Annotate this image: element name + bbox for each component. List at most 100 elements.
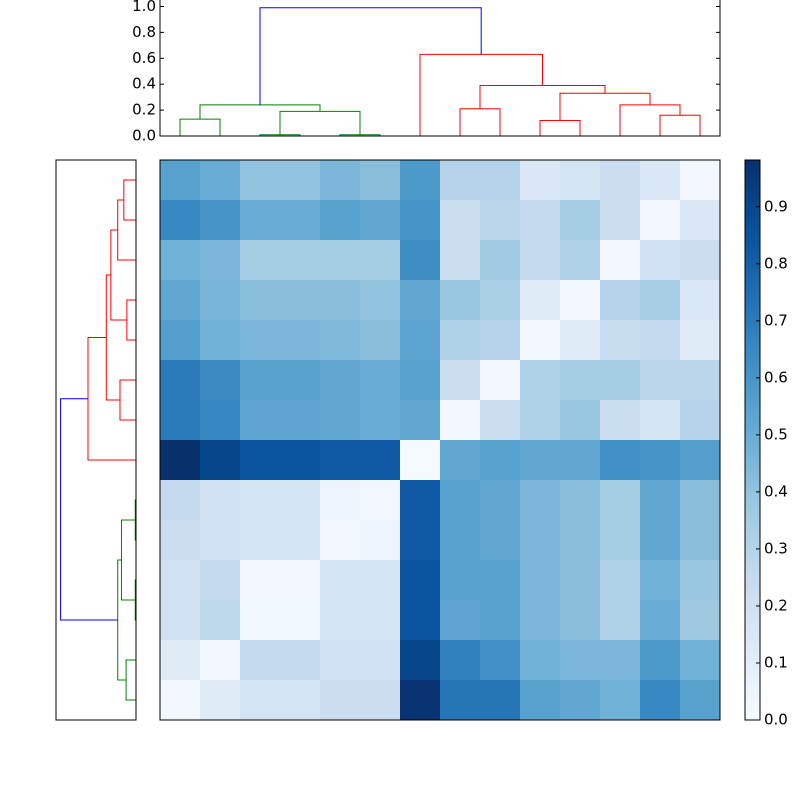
top-dendrogram-link xyxy=(659,114,701,136)
heatmap-cell xyxy=(680,480,721,521)
heatmap-cell xyxy=(520,440,561,481)
heatmap-cell xyxy=(520,280,561,321)
heatmap-cell xyxy=(680,560,721,601)
left-dendrogram-link xyxy=(117,199,136,261)
heatmap-cell xyxy=(520,160,561,201)
heatmap-cell xyxy=(520,480,561,521)
y-tick-label: 0.0 xyxy=(132,127,156,145)
y-tick-label: 0.4 xyxy=(132,75,156,93)
left-dendrogram-link xyxy=(119,379,136,421)
heatmap-cell xyxy=(400,320,441,361)
colorbar-step xyxy=(745,620,760,623)
colorbar-step xyxy=(745,592,760,595)
heatmap-cell xyxy=(560,560,601,601)
colorbar-step xyxy=(745,566,760,569)
left-dendrogram-link xyxy=(110,229,127,321)
heatmap-cell xyxy=(200,520,241,561)
heatmap-cell xyxy=(640,160,681,201)
colorbar-step xyxy=(745,506,760,509)
colorbar-step xyxy=(745,206,760,209)
colorbar-step xyxy=(745,528,760,531)
heatmap-cell xyxy=(640,520,681,561)
heatmap-cell xyxy=(480,520,521,561)
heatmap-cell xyxy=(240,320,281,361)
left-dendrogram-link xyxy=(105,274,120,401)
colorbar-step xyxy=(745,618,760,621)
colorbar-step xyxy=(745,578,760,581)
top-dendrogram-link xyxy=(279,110,361,135)
heatmap-cell xyxy=(480,400,521,441)
heatmap-cell xyxy=(320,560,361,601)
heatmap-cell xyxy=(480,320,521,361)
heatmap-cell xyxy=(280,640,321,681)
heatmap-cell xyxy=(200,320,241,361)
colorbar-step xyxy=(745,246,760,249)
heatmap-cell xyxy=(160,680,201,721)
heatmap-cell xyxy=(200,680,241,721)
heatmap-cell xyxy=(600,240,641,281)
colorbar-step xyxy=(745,672,760,675)
heatmap-cell xyxy=(200,440,241,481)
heatmap-cell xyxy=(640,480,681,521)
colorbar-step xyxy=(745,476,760,479)
heatmap-cell xyxy=(240,360,281,401)
colorbar-step xyxy=(745,500,760,503)
colorbar-step xyxy=(745,716,760,719)
colorbar-step xyxy=(745,166,760,169)
colorbar-step xyxy=(745,598,760,601)
colorbar-step xyxy=(745,180,760,183)
heatmap-cell xyxy=(520,680,561,721)
colorbar-step xyxy=(745,352,760,355)
colorbar-step xyxy=(745,454,760,457)
heatmap-cell xyxy=(360,280,401,321)
heatmap-cell xyxy=(320,440,361,481)
heatmap-cell xyxy=(160,640,201,681)
heatmap-cell xyxy=(200,160,241,201)
colorbar-step xyxy=(745,706,760,709)
heatmap-cell xyxy=(440,400,481,441)
colorbar-step xyxy=(745,220,760,223)
colorbar-tick-label: 0.5 xyxy=(764,425,788,443)
colorbar-step xyxy=(745,510,760,513)
colorbar-step xyxy=(745,294,760,297)
heatmap-cell xyxy=(560,400,601,441)
heatmap-cell xyxy=(560,520,601,561)
heatmap-cell xyxy=(360,520,401,561)
colorbar-step xyxy=(745,646,760,649)
colorbar-step xyxy=(745,358,760,361)
heatmap-cell xyxy=(160,480,201,521)
colorbar-tick-label: 0.2 xyxy=(764,596,788,614)
heatmap-cell xyxy=(280,600,321,641)
colorbar-step xyxy=(745,280,760,283)
heatmap-cell xyxy=(440,240,481,281)
colorbar-step xyxy=(745,252,760,255)
heatmap-cell xyxy=(240,640,281,681)
colorbar-step xyxy=(745,542,760,545)
colorbar-step xyxy=(745,170,760,173)
heatmap-cell xyxy=(680,200,721,241)
heatmap-cell xyxy=(400,640,441,681)
colorbar-step xyxy=(745,318,760,321)
colorbar-tick-label: 0.0 xyxy=(764,711,788,729)
colorbar-step xyxy=(745,212,760,215)
colorbar-step xyxy=(745,448,760,451)
colorbar-step xyxy=(745,314,760,317)
colorbar-step xyxy=(745,418,760,421)
colorbar-step xyxy=(745,546,760,549)
left-dendrogram-link xyxy=(121,519,136,601)
y-tick-label: 1.0 xyxy=(132,0,156,15)
colorbar-step xyxy=(745,248,760,251)
colorbar-step xyxy=(745,680,760,683)
colorbar-step xyxy=(745,690,760,693)
heatmap-cell xyxy=(520,640,561,681)
colorbar-step xyxy=(745,608,760,611)
top-dendrogram-frame xyxy=(159,0,721,137)
heatmap-cell xyxy=(440,560,481,601)
heatmap-cell xyxy=(640,440,681,481)
colorbar-step xyxy=(745,184,760,187)
heatmap-cell xyxy=(200,200,241,241)
heatmap-cell xyxy=(440,600,481,641)
colorbar-step xyxy=(745,216,760,219)
top-dendrogram-link xyxy=(559,92,651,121)
colorbar-step xyxy=(745,450,760,453)
